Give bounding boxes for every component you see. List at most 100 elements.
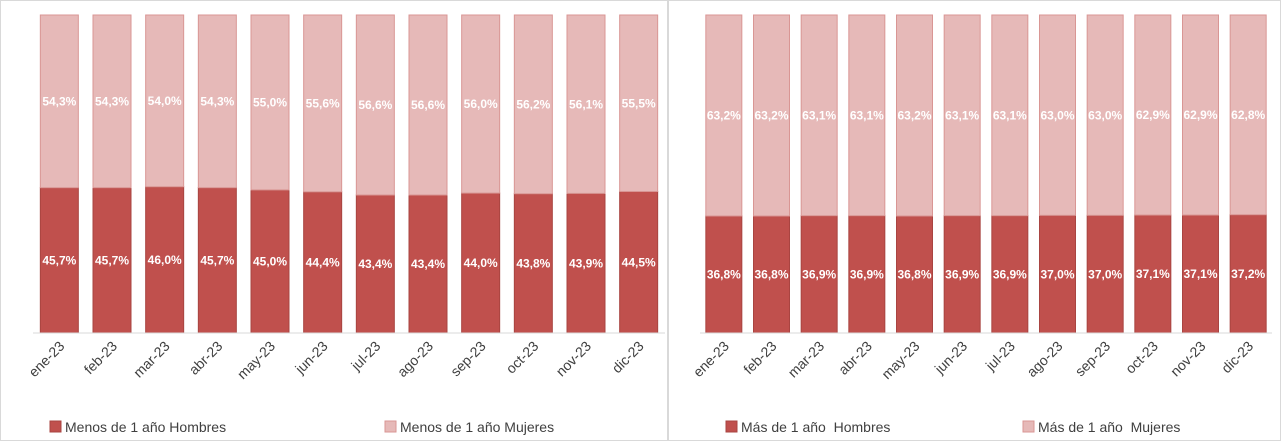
- legend-label: Menos de 1 año Hombres: [65, 419, 226, 435]
- bar-segment: [1134, 14, 1172, 216]
- x-tick-label: nov-23: [553, 338, 595, 380]
- value-label: 63,2%: [707, 109, 741, 123]
- x-tick-label: dic-23: [609, 338, 647, 376]
- value-label: 44,4%: [306, 256, 340, 270]
- value-label: 55,5%: [622, 96, 656, 110]
- bar-segment: [513, 193, 553, 334]
- bar-segment: [145, 186, 185, 334]
- bar-segment: [1182, 214, 1219, 334]
- x-tick-label: oct-23: [503, 338, 542, 377]
- legend-swatch: [1022, 420, 1035, 433]
- bar-segment: [1086, 14, 1124, 216]
- x-tick-label: may-23: [234, 338, 278, 382]
- bar-segment: [1086, 214, 1124, 334]
- bar-segment: [753, 14, 790, 217]
- x-tick-label: abr-23: [186, 338, 226, 378]
- legend-swatch: [49, 420, 62, 433]
- value-label: 43,4%: [411, 257, 445, 271]
- bar-segment: [1039, 14, 1076, 216]
- value-label: 54,0%: [148, 94, 182, 108]
- value-label: 46,0%: [148, 253, 182, 267]
- bar-segment: [753, 215, 790, 334]
- value-label: 56,6%: [358, 98, 392, 112]
- x-tick-label: mar-23: [785, 338, 828, 381]
- bar-segment: [355, 14, 395, 196]
- value-label: 54,3%: [95, 95, 129, 109]
- bar-segment: [566, 14, 606, 194]
- x-tick-label: mar-23: [130, 338, 173, 381]
- bar-segment: [250, 14, 290, 191]
- bar-segment: [991, 215, 1029, 334]
- bar-segment: [197, 187, 237, 334]
- bar-segment: [513, 14, 553, 195]
- bar-segment: [355, 194, 395, 334]
- x-tick-label: jul-23: [982, 338, 1018, 374]
- x-tick-label: feb-23: [81, 338, 121, 378]
- bar-segment: [848, 14, 886, 217]
- value-label: 36,9%: [802, 268, 836, 282]
- value-label: 55,0%: [253, 96, 287, 110]
- bar-segment: [943, 215, 981, 334]
- value-label: 45,7%: [200, 254, 234, 268]
- bar-segment: [991, 14, 1029, 217]
- bar-segment: [943, 14, 981, 217]
- bar-segment: [250, 189, 290, 334]
- value-label: 56,2%: [516, 98, 550, 112]
- bar-segment: [1182, 14, 1219, 216]
- bar-segment: [408, 14, 448, 196]
- value-label: 37,1%: [1183, 267, 1217, 281]
- value-label: 37,1%: [1136, 267, 1170, 281]
- bar-segment: [145, 14, 185, 188]
- bar-segment: [566, 192, 606, 334]
- bar-segment: [1229, 14, 1267, 216]
- x-tick-label: sep-23: [447, 338, 489, 380]
- bar-segment: [461, 14, 501, 194]
- value-label: 54,3%: [200, 95, 234, 109]
- value-label: 37,2%: [1231, 267, 1265, 281]
- bar-segment: [408, 194, 448, 334]
- x-tick-label: sep-23: [1072, 338, 1114, 380]
- value-label: 44,5%: [622, 255, 656, 269]
- value-label: 62,8%: [1231, 108, 1265, 122]
- x-tick-label: oct-23: [1122, 338, 1161, 377]
- x-tick-label: ene-23: [690, 338, 732, 380]
- bar-segment: [1229, 214, 1267, 334]
- bar-segment: [303, 191, 343, 334]
- value-label: 55,6%: [306, 97, 340, 111]
- x-tick-label: abr-23: [835, 338, 875, 378]
- bar-segment: [39, 14, 79, 189]
- bar-segment: [303, 14, 343, 193]
- value-label: 62,9%: [1183, 108, 1217, 122]
- value-label: 54,3%: [42, 95, 76, 109]
- value-label: 63,0%: [1088, 108, 1122, 122]
- legend-swatch: [725, 420, 738, 433]
- value-label: 45,0%: [253, 255, 287, 269]
- value-label: 45,7%: [42, 254, 76, 268]
- value-label: 36,9%: [993, 268, 1027, 282]
- value-label: 56,6%: [411, 98, 445, 112]
- x-tick-label: ene-23: [25, 338, 67, 380]
- value-label: 43,9%: [569, 256, 603, 270]
- value-label: 43,4%: [358, 257, 392, 271]
- x-tick-label: jul-23: [347, 338, 383, 374]
- value-label: 36,8%: [897, 268, 931, 282]
- bar-segment: [619, 14, 659, 192]
- legend-label: Más de 1 año Hombres: [741, 419, 890, 435]
- value-label: 63,2%: [897, 109, 931, 123]
- value-label: 62,9%: [1136, 108, 1170, 122]
- bar-segment: [1039, 214, 1076, 334]
- value-label: 63,0%: [1040, 108, 1074, 122]
- legend-swatch: [384, 420, 397, 433]
- value-label: 56,1%: [569, 97, 603, 111]
- x-tick-label: may-23: [878, 338, 922, 382]
- value-label: 63,2%: [754, 109, 788, 123]
- bar-segment: [705, 14, 743, 217]
- value-label: 36,8%: [754, 268, 788, 282]
- x-tick-label: dic-23: [1218, 338, 1256, 376]
- bar-segment: [39, 187, 79, 334]
- value-label: 37,0%: [1040, 267, 1074, 281]
- value-label: 63,1%: [850, 109, 884, 123]
- value-label: 56,0%: [464, 97, 498, 111]
- value-label: 63,1%: [945, 109, 979, 123]
